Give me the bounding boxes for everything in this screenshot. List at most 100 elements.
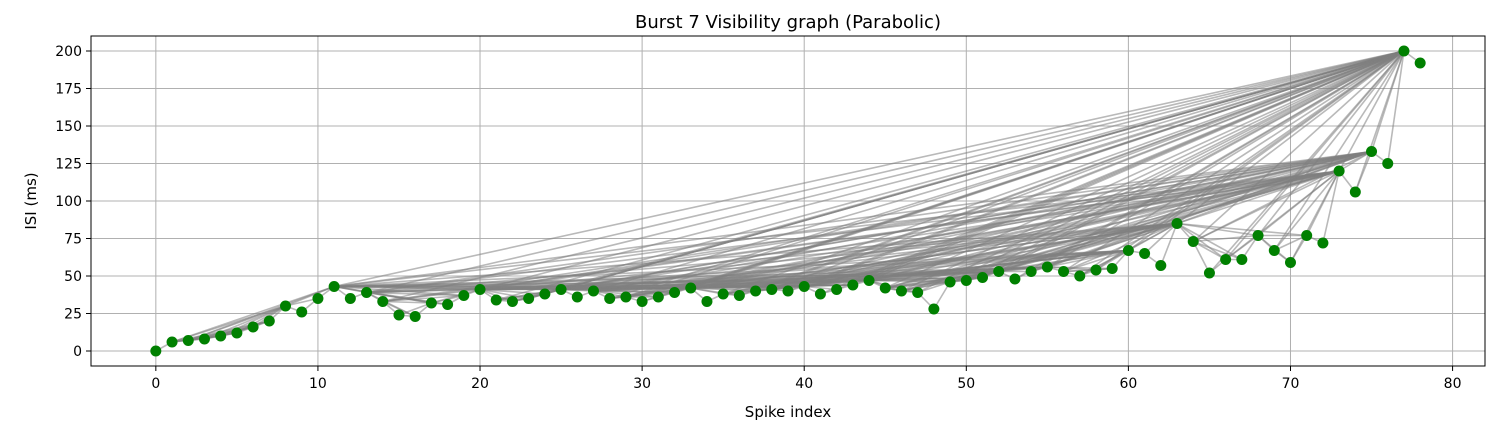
visibility-edge — [382, 300, 416, 318]
x-tick-label: 80 — [1444, 376, 1462, 392]
data-point — [1268, 245, 1280, 256]
data-point — [1106, 263, 1118, 274]
visibility-edge — [868, 150, 1372, 282]
visibility-edge — [1322, 170, 1340, 244]
data-point — [685, 282, 697, 294]
data-point — [1090, 264, 1102, 276]
visibility-edge — [479, 50, 1405, 291]
data-point — [393, 309, 405, 321]
x-tick-label: 30 — [633, 376, 651, 392]
data-point — [1284, 257, 1296, 268]
data-point — [701, 296, 713, 307]
data-point — [247, 321, 259, 333]
x-tick-label: 0 — [151, 376, 160, 392]
visibility-edge — [560, 150, 1372, 291]
visibility-edge — [1192, 241, 1211, 274]
data-point — [1009, 273, 1021, 285]
data-point — [1398, 45, 1410, 57]
data-point — [1236, 254, 1248, 265]
data-point — [814, 288, 826, 300]
data-point — [280, 300, 292, 312]
visibility-edge — [1338, 50, 1405, 172]
data-point — [604, 293, 616, 304]
data-point — [1317, 237, 1329, 249]
x-tick-label: 70 — [1282, 376, 1300, 392]
visibility-edge — [885, 150, 1372, 289]
data-point — [863, 275, 875, 286]
visibility-edge — [1257, 50, 1405, 236]
x-axis-ticks: 0 10 20 30 40 50 60 70 80 — [151, 366, 1461, 392]
data-point — [912, 287, 924, 298]
data-point — [263, 315, 275, 327]
visibility-edge — [285, 285, 335, 307]
visibility-edge — [1192, 50, 1405, 243]
visibility-edge — [479, 150, 1372, 291]
visibility-edge — [949, 50, 1405, 283]
data-point — [1203, 267, 1215, 279]
visibility-edge — [803, 50, 1405, 288]
data-point — [523, 293, 535, 304]
data-point — [328, 281, 340, 292]
visibility-edge — [1273, 170, 1340, 252]
data-point — [1025, 266, 1037, 277]
data-point — [1155, 260, 1167, 271]
x-tick-label: 10 — [309, 376, 327, 392]
data-point — [636, 296, 648, 307]
data-point — [1333, 165, 1345, 177]
data-point — [669, 287, 681, 298]
visibility-edge — [1063, 50, 1405, 273]
data-point — [620, 291, 632, 303]
data-point — [1349, 186, 1361, 198]
data-point — [928, 303, 940, 315]
data-point — [555, 284, 567, 295]
visibility-edge — [382, 50, 1405, 303]
x-tick-label: 50 — [957, 376, 975, 392]
visibility-edge — [1128, 222, 1178, 252]
data-point — [831, 284, 843, 295]
y-tick-label: 25 — [64, 307, 82, 323]
visibility-edge — [1257, 170, 1340, 237]
data-point — [895, 285, 907, 297]
visibility-edge — [1047, 249, 1129, 268]
visibility-edge — [220, 305, 286, 337]
y-tick-label: 200 — [55, 44, 82, 60]
data-point — [652, 291, 664, 303]
visibility-edge — [1193, 234, 1259, 243]
data-point — [1122, 245, 1134, 256]
y-axis-label: ISI (ms) — [22, 172, 40, 229]
data-point — [782, 285, 794, 297]
visibility-edge — [1386, 50, 1405, 164]
data-points — [150, 45, 1426, 357]
visibility-edge — [496, 50, 1405, 301]
visibility-edge — [382, 300, 432, 304]
visibility-edge — [1176, 50, 1405, 225]
data-point — [750, 285, 762, 297]
data-point — [312, 293, 324, 304]
data-point — [1171, 218, 1183, 229]
visibility-edge — [333, 50, 1405, 288]
data-point — [231, 327, 243, 339]
data-point — [409, 311, 421, 322]
visibility-edge — [917, 50, 1405, 294]
visibility-edge — [366, 50, 1405, 294]
data-point — [361, 287, 373, 298]
visibility-edge — [1225, 50, 1405, 261]
x-tick-label: 20 — [471, 376, 489, 392]
data-point — [1041, 261, 1053, 273]
chart-title: Burst 7 Visibility graph (Parabolic) — [635, 12, 941, 33]
visibility-edge — [884, 50, 1405, 289]
visibility-edge — [1176, 170, 1340, 225]
visibility-edge — [1273, 234, 1308, 252]
visibility-edge — [868, 50, 1405, 282]
visibility-edge — [1305, 170, 1340, 236]
visibility-edge — [1160, 223, 1178, 266]
visibility-edge — [334, 150, 1372, 288]
data-point — [458, 290, 470, 301]
data-point — [150, 345, 162, 357]
visibility-edge — [1338, 150, 1372, 172]
data-point — [733, 290, 745, 301]
x-axis-label: Spike index — [745, 403, 832, 421]
data-point — [1382, 158, 1394, 169]
data-point — [425, 297, 437, 309]
